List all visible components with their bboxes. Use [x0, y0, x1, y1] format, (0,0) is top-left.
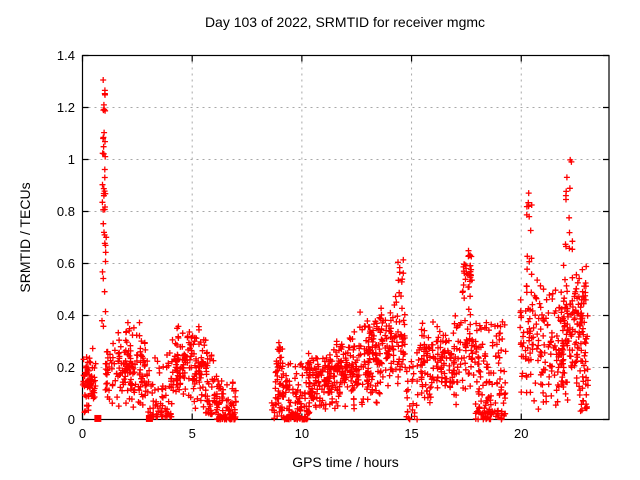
x-axis-label: GPS time / hours	[292, 454, 399, 470]
y-axis-label: SRMTID / TECUs	[17, 182, 33, 292]
data-points-plus-markers	[79, 77, 591, 423]
tick-marks-path	[81, 54, 609, 421]
gridline-path	[82, 55, 609, 420]
x-tick-label: 15	[404, 426, 418, 441]
y-tick-label: 1.4	[57, 48, 75, 63]
y-tick-label: 1.2	[57, 100, 75, 115]
y-tick-label: 0.2	[57, 360, 75, 375]
y-tick-label: 1	[68, 152, 75, 167]
axis-tick-marks	[81, 54, 609, 421]
y-tick-label: 0	[68, 412, 75, 427]
scatter-series	[79, 77, 591, 423]
x-tick-label: 0	[79, 426, 86, 441]
plot-border	[81, 54, 610, 421]
x-tick-label: 5	[189, 426, 196, 441]
y-tick-label: 0.6	[57, 256, 75, 271]
data-point-square-marker	[94, 414, 102, 422]
axis-tick-labels: 0 5 10 15 20 0 0.2 0.4 0.6 0.8 1 1.2 1.4	[57, 48, 529, 441]
x-tick-label: 10	[295, 426, 309, 441]
data-point-square-marker	[145, 414, 153, 422]
y-tick-label: 0.8	[57, 204, 75, 219]
chart-title: Day 103 of 2022, SRMTID for receiver mgm…	[205, 14, 485, 30]
x-tick-label: 20	[514, 426, 528, 441]
grid-lines	[82, 55, 609, 420]
y-tick-label: 0.4	[57, 308, 75, 323]
